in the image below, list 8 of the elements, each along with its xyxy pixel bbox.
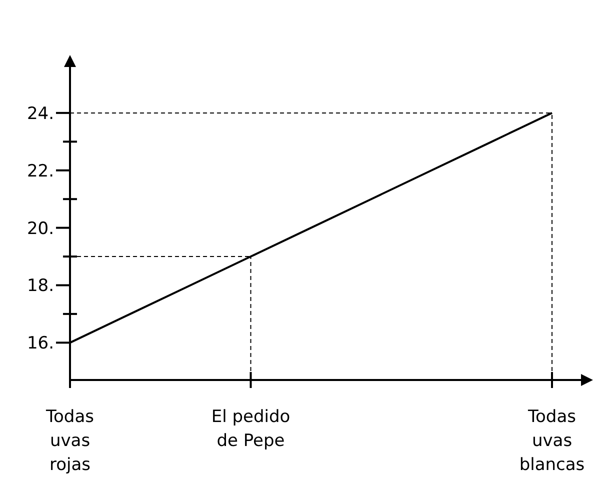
y-tick-label: 16. <box>26 334 54 354</box>
y-tick-label: 22. <box>26 161 54 182</box>
y-tick-label: 20. <box>26 218 54 239</box>
y-tick-label: 18. <box>26 276 54 296</box>
x-tick-label: El pedido de Pepe <box>211 407 290 451</box>
x-tick-label: Todas uvas blancas <box>519 407 585 475</box>
y-tick-label: 24. <box>26 104 54 124</box>
x-tick-label: Todas uvas rojas <box>45 407 94 475</box>
